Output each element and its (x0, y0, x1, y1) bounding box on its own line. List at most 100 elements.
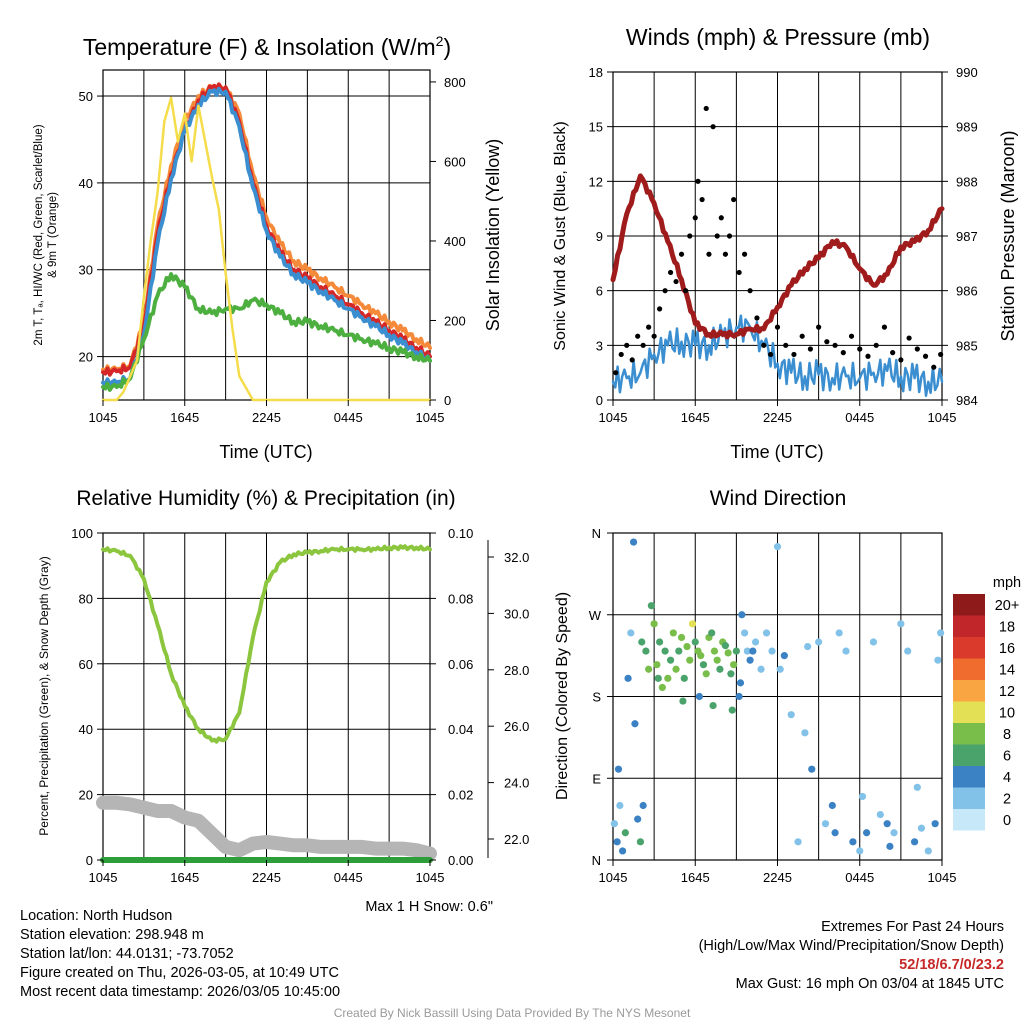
y-tick-label: 100 (71, 526, 93, 541)
humidity-y-label: Percent, Precipitation (Green), & Snow D… (37, 556, 51, 835)
x-tick-label: 1045 (599, 410, 628, 425)
gust-point (783, 342, 789, 348)
colorbar-label: 16 (999, 641, 1015, 657)
colorbar-label: 6 (1003, 749, 1011, 765)
y2-tick-label: 985 (956, 338, 978, 353)
gust-point (673, 278, 679, 285)
direction-point (656, 638, 664, 646)
hi-wc-line (101, 86, 432, 388)
y-tick-label: 40 (79, 176, 93, 191)
direction-point (886, 842, 894, 850)
extremes-values: 52/18/6.7/0/23.2 (899, 957, 1004, 973)
y-tick-label: 0 (86, 853, 93, 868)
gust-point (824, 339, 830, 345)
direction-point (716, 665, 724, 673)
extremes-title: Extremes For Past 24 Hours (821, 919, 1004, 935)
y2-tick-label: 990 (956, 65, 978, 80)
x-tick-label: 0445 (845, 870, 874, 885)
direction-point (621, 829, 629, 837)
y-tick-label: 6 (596, 284, 603, 299)
colorbar-label: 0 (1003, 813, 1011, 829)
extremes-info: Extremes For Past 24 Hours (High/Low/Max… (699, 918, 1004, 994)
figure-created: Figure created on Thu, 2026-03-05, at 10… (20, 965, 339, 981)
colorbar-swatch (953, 658, 985, 680)
direction-point (631, 720, 639, 728)
x-tick-label: 1045 (928, 410, 957, 425)
x-tick-label: 1045 (416, 410, 445, 425)
colorbar-swatch (953, 787, 985, 809)
direction-point (661, 647, 669, 655)
direction-point (773, 543, 782, 551)
gust-point (629, 357, 635, 363)
gust-point (816, 324, 822, 330)
y-tick-label: 12 (589, 174, 603, 189)
snow-depth-line (96, 795, 437, 861)
y2-tick-label: 0.06 (448, 657, 473, 672)
y-tick-label: 20 (79, 350, 93, 365)
gust-point (687, 233, 693, 239)
gust-point (736, 269, 742, 276)
temperature-y-label-line1: 2m T, Tₐ, HI/WC (Red, Green, Scarlet/Blu… (33, 124, 45, 345)
direction-point (801, 729, 809, 737)
direction-point (713, 656, 721, 664)
direction-tick-label: N (592, 853, 601, 868)
colorbar-swatch (953, 615, 985, 637)
direction-point (677, 633, 686, 642)
direction-point (794, 838, 802, 846)
direction-point (913, 783, 921, 791)
direction-point (650, 620, 658, 628)
humidity-title: Relative Humidity (%) & Precipitation (i… (76, 487, 455, 510)
pressure-line (610, 173, 945, 340)
direction-point (638, 638, 646, 646)
credit-line: Created By Nick Bassill Using Data Provi… (333, 1006, 691, 1020)
temperature-series (101, 82, 432, 402)
y2-tick-label: 600 (444, 154, 466, 169)
direction-point (787, 711, 795, 719)
gust-point (703, 105, 709, 112)
gust-point (857, 346, 863, 352)
colorbar-swatch (953, 809, 985, 831)
gust-point (807, 346, 814, 352)
winds-panel: Winds (mph) & Pressure (mb) 1045 1645 2245… (552, 24, 1018, 462)
wind-direction-y-label: Direction (Colored By Speed) (554, 592, 571, 800)
y2-tick-label: 400 (444, 234, 466, 249)
direction-point (738, 611, 746, 619)
snow-note: Max 1 H Snow: 0.6" (365, 899, 493, 915)
y-tick-label: 20 (79, 788, 93, 803)
y-tick-label: 18 (589, 65, 603, 80)
speed-colorbar: mph 20+ 18 16 14 12 10 8 6 4 2 0 (953, 575, 1021, 831)
y2-tick-label: 0.02 (448, 788, 473, 803)
direction-point (804, 642, 812, 651)
gust-point (922, 353, 929, 359)
colorbar-label: 14 (999, 663, 1015, 679)
y3-tick-label: 26.0 (504, 719, 529, 734)
direction-point (669, 629, 677, 637)
direction-point (699, 661, 708, 669)
temperature-panel: Temperature (F) & Insolation (W/m2) 1045… (33, 33, 503, 462)
gust-point (791, 351, 797, 358)
gust-point (678, 251, 685, 257)
direction-point (647, 602, 655, 610)
y2-tick-label: 984 (956, 393, 978, 408)
direction-point (688, 620, 697, 628)
y2-tick-label: 0.04 (448, 722, 473, 737)
direction-point (910, 838, 919, 846)
direction-point (835, 629, 843, 637)
gust-point (662, 288, 668, 294)
direction-point (721, 642, 730, 650)
direction-point (751, 638, 760, 646)
x-tick-label: 2245 (252, 870, 281, 885)
y-tick-label: 60 (79, 657, 93, 672)
y2-tick-label: 987 (956, 229, 978, 244)
direction-point (636, 838, 645, 846)
direction-point (614, 765, 623, 773)
direction-point (917, 824, 926, 832)
humidity-panel: Relative Humidity (%) & Precipitation (i… (37, 487, 529, 915)
y-tick-label: 50 (79, 89, 93, 104)
gust-point (754, 315, 760, 321)
colorbar-label: 2 (1003, 792, 1011, 808)
direction-point (666, 656, 675, 664)
direction-point (780, 652, 788, 660)
x-tick-label: 0445 (334, 410, 363, 425)
